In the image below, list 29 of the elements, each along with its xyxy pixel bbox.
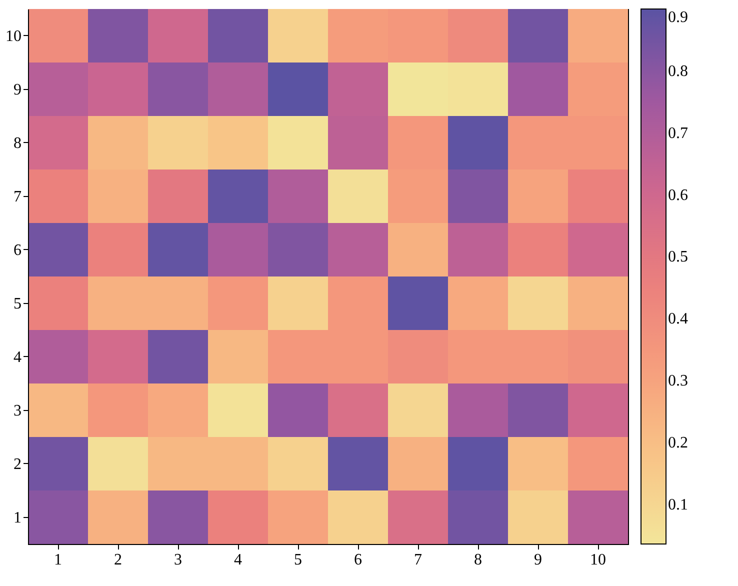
x-tick-label: 2 xyxy=(114,552,122,568)
x-tick-label: 8 xyxy=(474,552,482,568)
y-tick-label: 9 xyxy=(14,81,22,98)
y-tick-label: 4 xyxy=(14,348,22,366)
y-tick-label: 7 xyxy=(14,188,22,206)
x-tick-label: 6 xyxy=(354,552,362,568)
x-tick-label: 7 xyxy=(414,552,422,568)
color-bar-label: 0.2 xyxy=(668,434,688,452)
y-tick-label: 1 xyxy=(14,509,22,526)
color-bar-label: 0.9 xyxy=(668,9,688,26)
x-tick-label: 9 xyxy=(534,552,542,568)
y-tick-label: 2 xyxy=(14,456,22,473)
color-bar-label: 0.4 xyxy=(668,310,688,328)
color-bar-label: 0.8 xyxy=(668,62,688,80)
color-bar-label: 0.6 xyxy=(668,186,688,204)
x-tick-label: 10 xyxy=(590,552,606,568)
y-tick-label: 10 xyxy=(6,28,22,45)
y-tick-label: 6 xyxy=(14,242,22,259)
color-bar-label: 0.1 xyxy=(668,496,688,514)
x-tick-label: 1 xyxy=(54,552,62,568)
y-tick-label: 5 xyxy=(14,295,22,312)
x-tick-label: 5 xyxy=(294,552,302,568)
color-bar-label: 0.3 xyxy=(668,372,688,390)
color-bar-label: 0.5 xyxy=(668,248,688,266)
x-tick-label: 3 xyxy=(174,552,182,568)
y-tick-label: 3 xyxy=(14,402,22,420)
y-tick-label: 8 xyxy=(14,134,22,152)
x-tick-label: 4 xyxy=(234,552,242,568)
color-bar-label: 0.7 xyxy=(668,124,688,142)
